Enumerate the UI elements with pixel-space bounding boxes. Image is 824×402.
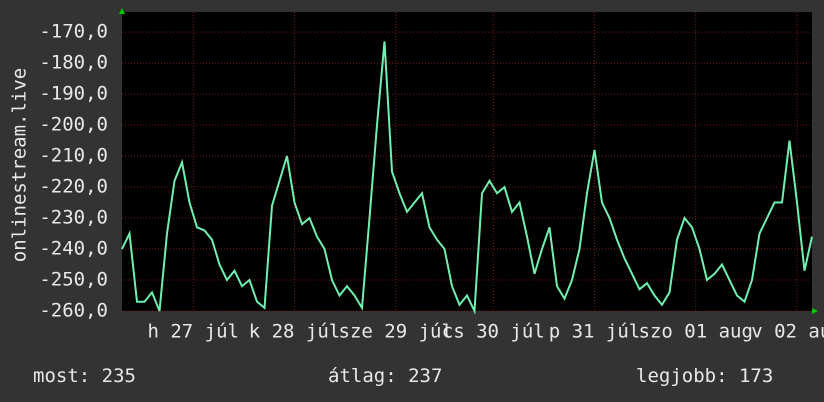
y-tick-label: -200,0 (39, 114, 108, 136)
y-tick-label: -180,0 (39, 52, 108, 74)
y-tick-label: -230,0 (39, 207, 108, 229)
y-tick-label: -170,0 (39, 21, 108, 43)
axis-arrow (119, 8, 125, 14)
x-tick-label: p 31 júl (549, 321, 641, 343)
y-tick-label: -240,0 (39, 238, 108, 260)
x-tick-label: v 02 aug (751, 321, 824, 343)
x-tick-label: sze 29 júl (339, 321, 453, 343)
plot-area (122, 12, 812, 311)
y-axis-label: onlinestream.live (9, 68, 31, 262)
footer-average: átlag: 237 (328, 365, 442, 387)
footer-best: legjobb: 173 (636, 365, 773, 387)
y-tick-label: -250,0 (39, 269, 108, 291)
x-tick-label: k 28 júl (249, 321, 341, 343)
x-tick-label: szo 01 aug (639, 321, 753, 343)
data-line (121, 41, 813, 315)
footer-current: most: 235 (33, 365, 136, 387)
y-tick-label: -260,0 (39, 300, 108, 322)
x-tick-label: cs 30 júl (442, 321, 545, 343)
y-tick-label: -220,0 (39, 176, 108, 198)
axis-arrow (812, 308, 818, 314)
x-tick-label: h 27 júl (147, 321, 239, 343)
y-tick-label: -190,0 (39, 83, 108, 105)
y-tick-label: -210,0 (39, 145, 108, 167)
